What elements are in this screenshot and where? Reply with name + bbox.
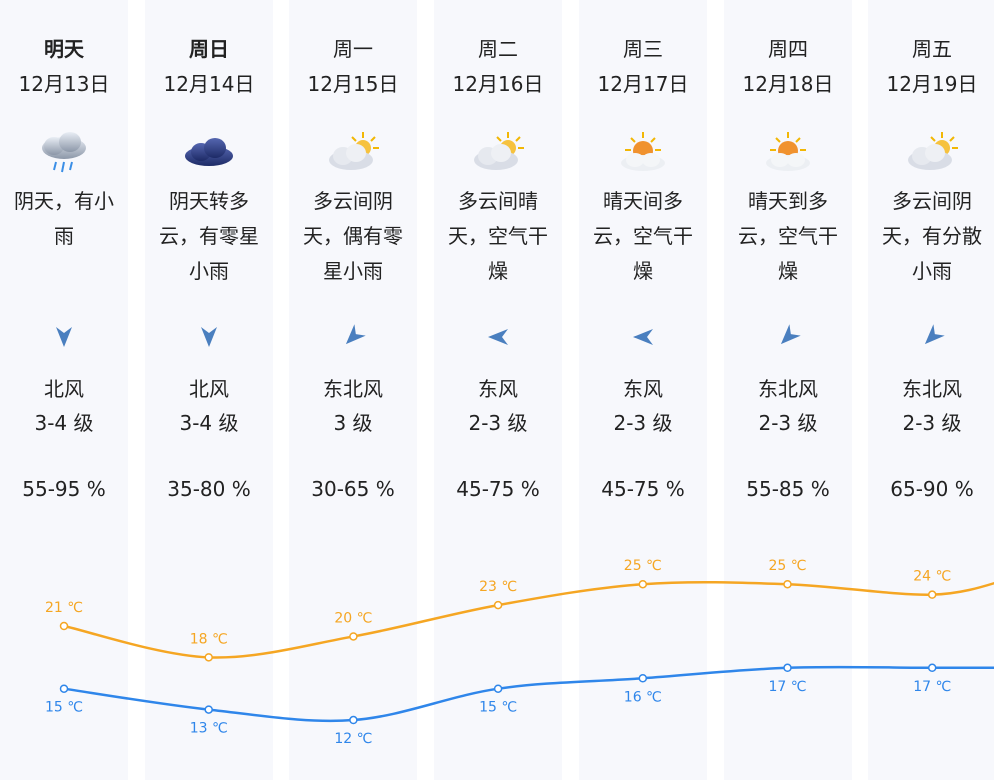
day-column: 周一 12月15日 多云间阴天，偶有零星小雨 东北风 3 级 30-65 % xyxy=(289,0,417,780)
wind-direction: 东风 xyxy=(478,377,518,401)
day-column: 明天 12月13日 阴天，有小雨 北风 3-4 级 55-95 % xyxy=(0,0,128,780)
humidity: 55-95 % xyxy=(22,477,106,501)
wind-direction: 东北风 xyxy=(323,377,383,401)
wind-level: 2-3 级 xyxy=(468,411,528,435)
day-column: 周二 12月16日 多云间晴天，空气干燥 东风 2-3 级 45-75 % xyxy=(434,0,562,780)
day-name: 周二 xyxy=(478,37,518,61)
wind-level: 2-3 级 xyxy=(758,411,818,435)
wind-direction-arrow-icon xyxy=(194,322,224,352)
weather-description: 阴天转多云，有零星小雨 xyxy=(159,189,259,283)
wind-direction-arrow-icon xyxy=(773,322,803,352)
wind-direction-arrow-icon xyxy=(917,322,947,352)
sun-behind-clouds-icon xyxy=(468,130,528,176)
weather-description: 多云间阴天，偶有零星小雨 xyxy=(303,189,403,283)
humidity: 65-90 % xyxy=(890,477,974,501)
weather-description: 阴天，有小雨 xyxy=(14,189,114,248)
sun-over-cloud-icon xyxy=(758,130,818,176)
humidity: 45-75 % xyxy=(601,477,685,501)
weather-description: 晴天到多云，空气干燥 xyxy=(738,189,838,283)
wind-direction-arrow-icon xyxy=(338,322,368,352)
wind-direction: 北风 xyxy=(189,377,229,401)
day-name: 周三 xyxy=(623,37,663,61)
wind-direction: 东北风 xyxy=(758,377,818,401)
wind-level: 2-3 级 xyxy=(902,411,962,435)
humidity: 45-75 % xyxy=(456,477,540,501)
day-date: 12月16日 xyxy=(452,72,544,96)
wind-direction-arrow-icon xyxy=(49,322,79,352)
day-date: 12月19日 xyxy=(886,72,978,96)
humidity: 35-80 % xyxy=(167,477,251,501)
humidity: 30-65 % xyxy=(311,477,395,501)
day-name: 周四 xyxy=(768,37,808,61)
day-name: 周五 xyxy=(912,37,952,61)
day-name: 周一 xyxy=(333,37,373,61)
wind-direction-arrow-icon xyxy=(628,322,658,352)
humidity: 55-85 % xyxy=(746,477,830,501)
light-rain-cloud-icon xyxy=(34,130,94,176)
day-column: 周三 12月17日 晴天间多云，空气干燥 东风 2-3 级 45-75 % xyxy=(579,0,707,780)
wind-direction: 东北风 xyxy=(902,377,962,401)
sun-behind-clouds-icon xyxy=(902,130,962,176)
weather-description: 多云间阴天，有分散小雨 xyxy=(882,189,982,283)
day-date: 12月15日 xyxy=(307,72,399,96)
day-date: 12月17日 xyxy=(597,72,689,96)
day-column: 周四 12月18日 晴天到多云，空气干燥 东北风 2-3 级 55-85 % xyxy=(724,0,852,780)
day-name: 周日 xyxy=(189,37,229,61)
day-date: 12月13日 xyxy=(18,72,110,96)
wind-direction: 东风 xyxy=(623,377,663,401)
day-column: 周五 12月19日 多云间阴天，有分散小雨 东北风 2-3 级 65-90 % xyxy=(868,0,994,780)
wind-direction: 北风 xyxy=(44,377,84,401)
weather-description: 晴天间多云，空气干燥 xyxy=(593,189,693,283)
weather-description: 多云间晴天，空气干燥 xyxy=(448,189,548,283)
wind-level: 2-3 级 xyxy=(613,411,673,435)
sun-behind-clouds-icon xyxy=(323,130,383,176)
day-date: 12月14日 xyxy=(163,72,255,96)
dark-cloud-icon xyxy=(179,130,239,176)
day-column: 周日 12月14日 阴天转多云，有零星小雨 北风 3-4 级 35-80 % xyxy=(145,0,273,780)
wind-level: 3 级 xyxy=(333,411,373,435)
wind-direction-arrow-icon xyxy=(483,322,513,352)
sun-over-cloud-icon xyxy=(613,130,673,176)
day-name: 明天 xyxy=(44,37,84,61)
wind-level: 3-4 级 xyxy=(34,411,94,435)
wind-level: 3-4 级 xyxy=(179,411,239,435)
day-date: 12月18日 xyxy=(742,72,834,96)
